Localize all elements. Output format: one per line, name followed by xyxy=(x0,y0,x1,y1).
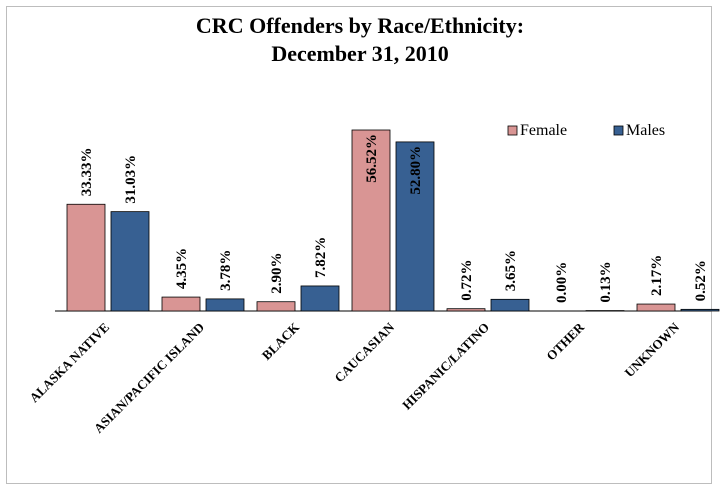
category-label-2: BLACK xyxy=(259,319,303,363)
legend: Female Males xyxy=(507,122,665,139)
value-label-males-2: 7.82% xyxy=(313,237,329,278)
bar-female-1 xyxy=(161,296,201,312)
value-label-males-5: 0.13% xyxy=(598,261,614,302)
value-label-female-3: 56.52% xyxy=(364,134,380,183)
chart-title-line-1: CRC Offenders by Race/Ethnicity: xyxy=(196,13,524,38)
value-label-males-0: 31.03% xyxy=(123,155,139,204)
category-label-1: ASIAN/PACIFIC ISLAND xyxy=(91,320,207,436)
category-label-4: HISPANIC/LATINO xyxy=(399,320,492,413)
legend-swatch-female xyxy=(507,125,518,136)
value-labels-group: 33.33% 31.03% 4.35% 3.78% 2.90% 7.82% 56.52% 52… xyxy=(79,134,709,303)
category-label-0: ALASKA NATIVE xyxy=(26,320,112,406)
bar-female-6 xyxy=(636,303,676,312)
value-label-female-4: 0.72% xyxy=(459,259,475,300)
bar-female-4 xyxy=(446,308,486,312)
bar-female-2 xyxy=(256,301,296,312)
category-label-3: CAUCASIAN xyxy=(331,319,397,385)
value-label-female-1: 4.35% xyxy=(174,248,190,289)
value-label-female-5: 0.00% xyxy=(554,262,570,303)
value-label-female-6: 2.17% xyxy=(649,255,665,296)
value-label-female-2: 2.90% xyxy=(269,252,285,293)
legend-label-female: Female xyxy=(520,122,567,139)
bar-males-4 xyxy=(490,298,530,312)
bar-males-3 xyxy=(395,141,435,312)
value-label-males-4: 3.65% xyxy=(503,250,519,291)
bar-males-2 xyxy=(300,285,340,312)
value-label-female-0: 33.33% xyxy=(79,148,95,197)
bars-group xyxy=(66,129,720,312)
value-label-males-3: 52.80% xyxy=(408,146,424,195)
legend-label-males: Males xyxy=(626,122,665,139)
bar-males-1 xyxy=(205,298,245,312)
value-label-males-1: 3.78% xyxy=(218,250,234,291)
chart-title-line-2: December 31, 2010 xyxy=(271,41,448,66)
bar-female-0 xyxy=(66,203,106,312)
bar-males-0 xyxy=(110,211,150,312)
bar-males-6 xyxy=(680,308,720,312)
value-label-males-6: 0.52% xyxy=(693,260,709,301)
bar-female-3 xyxy=(351,129,391,312)
category-label-6: UNKNOWN xyxy=(621,319,682,380)
legend-swatch-males xyxy=(613,125,624,136)
category-label-5: OTHER xyxy=(543,319,587,363)
